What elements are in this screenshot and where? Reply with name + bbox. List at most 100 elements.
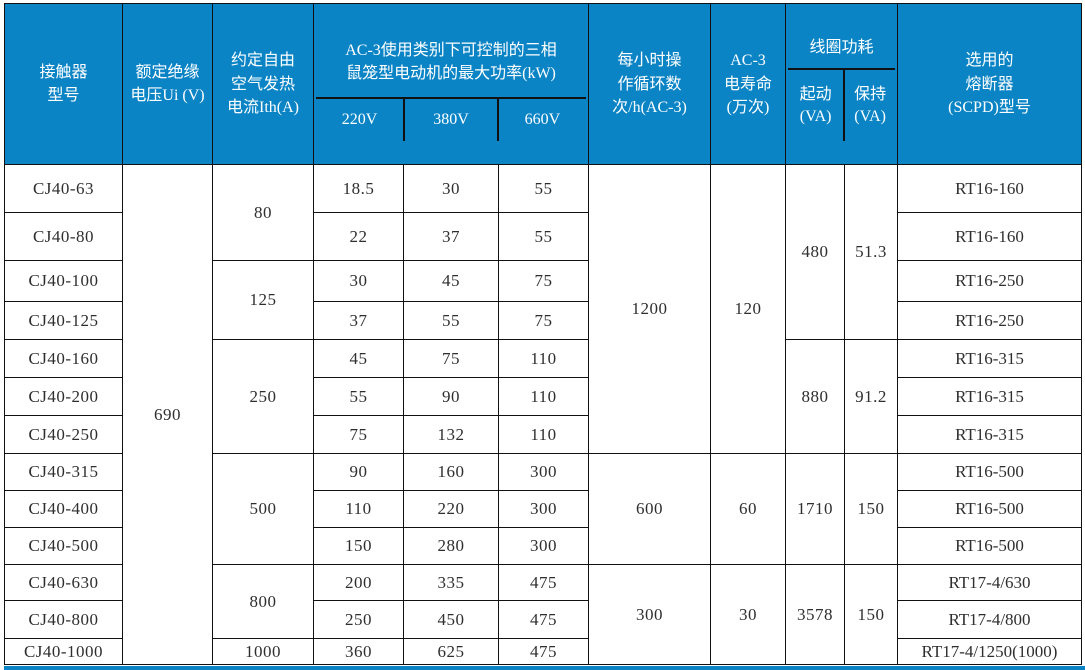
table-row: CJ40-200 55 90 110 RT16-315 bbox=[4, 377, 1082, 417]
cell-fuse: RT16-160 bbox=[897, 212, 1082, 262]
bottom-accent-strip bbox=[4, 666, 1085, 670]
cell-p220: 75 bbox=[313, 415, 404, 455]
header-ac3-max-power-group: AC-3使用类别下可控制的三相 鼠笼型电动机的最大功率(kW) 220V 380… bbox=[313, 2, 589, 166]
cell-fuse: RT16-500 bbox=[897, 527, 1082, 566]
table-row: CJ40-160 250 45 75 110 880 91.2 RT16-315 bbox=[4, 339, 1082, 455]
header-conventional-thermal-current: 约定自由 空气发热 电流Ith(A) bbox=[212, 2, 314, 166]
cell-p380: 450 bbox=[403, 600, 499, 640]
cell-p380: 30 bbox=[403, 164, 499, 214]
table-body: CJ40-63 690 80 18.5 30 55 1200 120 480 5… bbox=[4, 164, 1082, 666]
cell-rated-voltage: 690 bbox=[122, 164, 213, 666]
header-coil-consumption-group: 线圈功耗 起动 (VA) 保持 (VA) bbox=[785, 2, 898, 166]
cell-model: CJ40-250 bbox=[4, 415, 123, 455]
cell-p660: 110 bbox=[498, 339, 589, 379]
cell-p220: 30 bbox=[313, 260, 404, 303]
cell-ith: 500 bbox=[212, 453, 314, 566]
cell-p220: 55 bbox=[313, 377, 404, 417]
cell-p660: 55 bbox=[498, 164, 589, 214]
cell-start-va: 3578 bbox=[785, 564, 845, 666]
cell-model: CJ40-315 bbox=[4, 453, 123, 492]
cell-p220: 22 bbox=[313, 212, 404, 262]
cell-model: CJ40-80 bbox=[4, 212, 123, 262]
table-row: CJ40-400 110 220 300 RT16-500 bbox=[4, 490, 1082, 529]
cell-p380: 220 bbox=[403, 490, 499, 529]
coil-subheaders: 起动 (VA) 保持 (VA) bbox=[788, 70, 895, 142]
cell-life: 60 bbox=[710, 453, 786, 566]
cell-fuse: RT16-500 bbox=[897, 453, 1082, 492]
cell-p380: 45 bbox=[403, 260, 499, 303]
cell-model: CJ40-200 bbox=[4, 377, 123, 417]
cell-p380: 90 bbox=[403, 377, 499, 417]
cell-p660: 110 bbox=[498, 377, 589, 417]
cell-model: CJ40-500 bbox=[4, 527, 123, 566]
header-380v: 380V bbox=[403, 99, 497, 142]
table-header: 接触器 型号 额定绝缘 电压Ui (V) 约定自由 空气发热 电流Ith(A) … bbox=[4, 2, 1082, 166]
cell-p380: 75 bbox=[403, 339, 499, 379]
cell-model: CJ40-630 bbox=[4, 564, 123, 602]
cell-fuse: RT16-315 bbox=[897, 415, 1082, 455]
cell-p660: 75 bbox=[498, 301, 589, 341]
header-coil-hold-va: 保持 (VA) bbox=[843, 70, 895, 142]
header-ac3-max-power-title: AC-3使用类别下可控制的三相 鼠笼型电动机的最大功率(kW) bbox=[316, 27, 586, 100]
ac3-voltage-subheaders: 220V 380V 660V bbox=[316, 99, 586, 142]
contactor-ratings-table: 接触器 型号 额定绝缘 电压Ui (V) 约定自由 空气发热 电流Ith(A) … bbox=[4, 2, 1082, 666]
table-row: CJ40-315 500 90 160 300 600 60 1710 150 … bbox=[4, 453, 1082, 566]
cell-p660: 55 bbox=[498, 212, 589, 262]
cell-p220: 360 bbox=[313, 638, 404, 666]
cell-p220: 110 bbox=[313, 490, 404, 529]
header-fuse-scpd-model: 选用的 熔断器 (SCPD)型号 bbox=[897, 2, 1082, 166]
cell-start-va: 1710 bbox=[785, 453, 845, 566]
cell-p220: 150 bbox=[313, 527, 404, 566]
table-row: CJ40-125 37 55 75 RT16-250 bbox=[4, 301, 1082, 341]
cell-p660: 475 bbox=[498, 564, 589, 602]
header-ac3-electrical-life: AC-3 电寿命 (万次) bbox=[710, 2, 786, 166]
cell-cycles: 1200 bbox=[588, 164, 711, 455]
cell-p220: 90 bbox=[313, 453, 404, 492]
cell-p220: 250 bbox=[313, 600, 404, 640]
cell-p380: 625 bbox=[403, 638, 499, 666]
cell-p380: 280 bbox=[403, 527, 499, 566]
header-rated-insulation-voltage: 额定绝缘 电压Ui (V) bbox=[122, 2, 213, 166]
cell-fuse: RT16-315 bbox=[897, 377, 1082, 417]
cell-model: CJ40-63 bbox=[4, 164, 123, 214]
cell-p380: 132 bbox=[403, 415, 499, 455]
cell-ith: 800 bbox=[212, 564, 314, 640]
cell-fuse: RT17-4/1250(1000) bbox=[897, 638, 1082, 666]
cell-ith: 250 bbox=[212, 339, 314, 455]
cell-p660: 110 bbox=[498, 415, 589, 455]
header-operating-cycles-per-hour: 每小时操 作循环数 次/h(AC-3) bbox=[588, 2, 711, 166]
cell-fuse: RT16-160 bbox=[897, 164, 1082, 214]
cell-fuse: RT17-4/630 bbox=[897, 564, 1082, 602]
cell-fuse: RT16-500 bbox=[897, 490, 1082, 529]
cell-p220: 45 bbox=[313, 339, 404, 379]
cell-ith: 80 bbox=[212, 164, 314, 262]
cell-p660: 300 bbox=[498, 453, 589, 492]
cell-cycles: 300 bbox=[588, 564, 711, 666]
header-row: 接触器 型号 额定绝缘 电压Ui (V) 约定自由 空气发热 电流Ith(A) … bbox=[4, 2, 1082, 166]
coil-group-box: 线圈功耗 起动 (VA) 保持 (VA) bbox=[788, 27, 895, 142]
ac3-group-box: AC-3使用类别下可控制的三相 鼠笼型电动机的最大功率(kW) 220V 380… bbox=[316, 27, 586, 142]
header-contactor-model: 接触器 型号 bbox=[4, 2, 123, 166]
header-coil-start-va: 起动 (VA) bbox=[799, 86, 832, 125]
cell-life: 30 bbox=[710, 564, 786, 666]
cell-hold-va: 51.3 bbox=[844, 164, 898, 341]
header-coil-consumption-title: 线圈功耗 bbox=[788, 27, 895, 71]
cell-model: CJ40-800 bbox=[4, 600, 123, 640]
cell-ith: 125 bbox=[212, 260, 314, 341]
cell-fuse: RT16-250 bbox=[897, 260, 1082, 303]
table-row: CJ40-100 125 30 45 75 RT16-250 bbox=[4, 260, 1082, 341]
cell-model: CJ40-1000 bbox=[4, 638, 123, 666]
cell-p660: 300 bbox=[498, 527, 589, 566]
cell-p380: 55 bbox=[403, 301, 499, 341]
table-row: CJ40-250 75 132 110 RT16-315 bbox=[4, 415, 1082, 455]
cell-p220: 18.5 bbox=[313, 164, 404, 214]
cell-p660: 475 bbox=[498, 600, 589, 640]
cell-model: CJ40-400 bbox=[4, 490, 123, 529]
cell-fuse: RT16-315 bbox=[897, 339, 1082, 379]
cell-life: 120 bbox=[710, 164, 786, 455]
cell-hold-va: 150 bbox=[844, 564, 898, 666]
cell-p380: 37 bbox=[403, 212, 499, 262]
cell-fuse: RT17-4/800 bbox=[897, 600, 1082, 640]
cell-hold-va: 150 bbox=[844, 453, 898, 566]
cell-fuse: RT16-250 bbox=[897, 301, 1082, 341]
